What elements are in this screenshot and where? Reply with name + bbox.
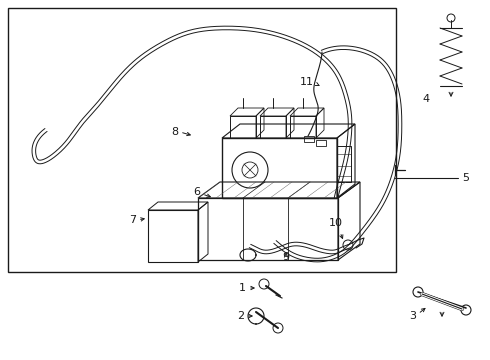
Bar xyxy=(222,138,337,198)
Bar xyxy=(290,116,316,138)
Text: 6: 6 xyxy=(193,187,200,197)
Bar xyxy=(8,8,396,272)
Text: 10: 10 xyxy=(329,218,343,228)
Text: 1: 1 xyxy=(239,283,246,293)
Bar xyxy=(198,198,338,260)
Text: 8: 8 xyxy=(171,127,178,137)
Text: 2: 2 xyxy=(237,311,244,321)
Bar xyxy=(316,140,326,146)
Bar xyxy=(304,136,314,142)
Bar xyxy=(230,116,256,138)
Bar xyxy=(260,116,286,138)
Text: 11: 11 xyxy=(300,77,314,87)
Text: 3: 3 xyxy=(409,311,416,321)
Text: 5: 5 xyxy=(462,173,469,183)
Text: 4: 4 xyxy=(422,94,430,104)
Text: 7: 7 xyxy=(129,215,136,225)
Bar xyxy=(337,146,351,182)
Text: 9: 9 xyxy=(282,252,290,262)
